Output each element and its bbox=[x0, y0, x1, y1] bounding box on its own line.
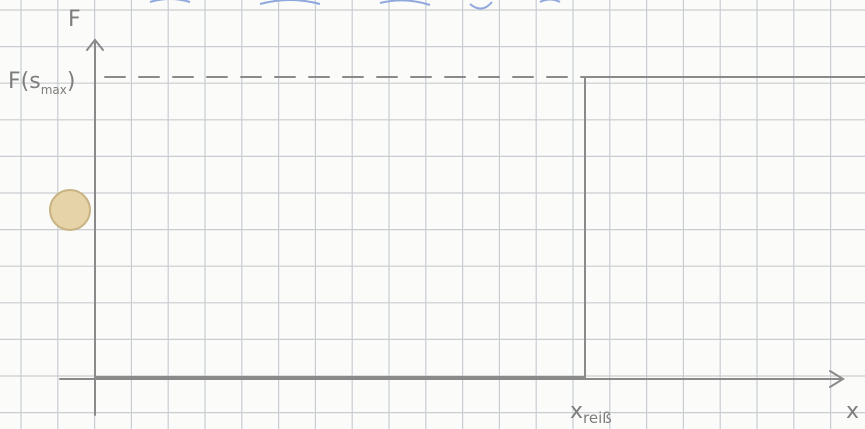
sketch: F F(smax) xreiß x bbox=[0, 0, 865, 429]
step-label-sub: reiß bbox=[583, 409, 612, 427]
y-axis-label: F bbox=[68, 7, 81, 32]
x-axis-label: x bbox=[846, 399, 859, 424]
page: F F(smax) xreiß x (() => { const data = … bbox=[0, 0, 865, 429]
step-label-main: x bbox=[570, 399, 583, 424]
paper bbox=[0, 0, 865, 429]
level-label-close: ) bbox=[67, 69, 76, 94]
level-label-sub: max bbox=[41, 83, 67, 97]
level-label-main: F(s bbox=[8, 69, 41, 94]
punch-hole bbox=[50, 190, 90, 230]
